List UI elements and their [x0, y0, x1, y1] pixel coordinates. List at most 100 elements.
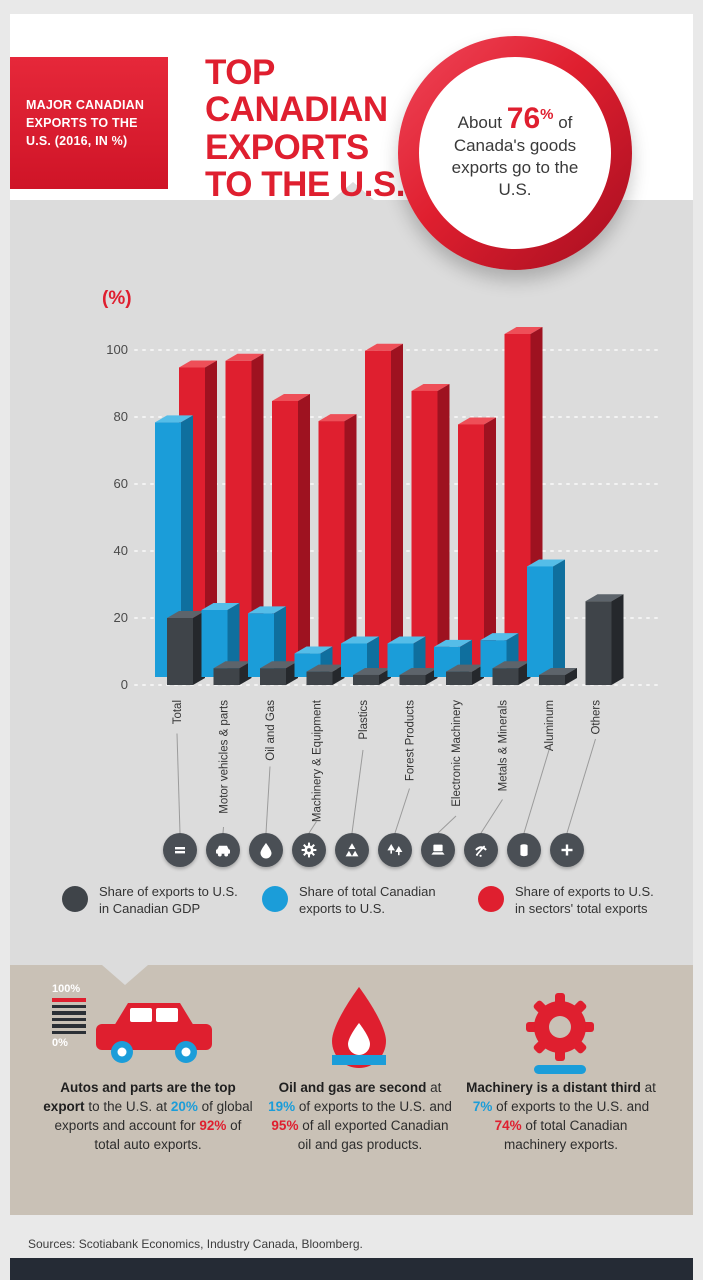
- bar-side: [205, 360, 217, 669]
- gear-icon: [292, 833, 326, 867]
- category-label: Oil and Gas: [265, 700, 277, 761]
- bar-top: [306, 664, 345, 672]
- stat-badge-circle: About 76% of Canada's goods exports go t…: [398, 36, 632, 270]
- legend-dot-blue: [262, 886, 288, 912]
- legend-dot-dark: [62, 886, 88, 912]
- category-label: Aluminum: [544, 700, 556, 751]
- bar-cluster-electronic-machinery: [434, 417, 496, 685]
- bar-top: [248, 606, 286, 614]
- ribbon-label: MAJOR CANADIAN EXPORTS TO THE U.S. (2016…: [26, 97, 145, 149]
- connector-line: [480, 799, 503, 834]
- band-notch-bottom: [102, 965, 148, 985]
- mini-scale-meter: 100% 0%: [52, 983, 86, 1049]
- bar-0-oil-and-gas: [260, 668, 286, 685]
- laptop-icon: [421, 833, 455, 867]
- bar-cluster-plastics: [341, 343, 403, 685]
- ribbon-banner: MAJOR CANADIAN EXPORTS TO THE U.S. (2016…: [10, 57, 168, 189]
- y-tick-label: 100: [106, 342, 128, 357]
- category-label: Motor vehicles & parts: [219, 700, 231, 814]
- bar-side: [611, 594, 624, 685]
- connector-line: [176, 733, 181, 834]
- bar-2-machinery-equipment: [318, 421, 345, 669]
- equals-icon: [163, 833, 197, 867]
- scale-top-label: 100%: [52, 983, 81, 995]
- bar-top: [387, 636, 426, 644]
- bar-side: [553, 559, 565, 677]
- category-label: Forest Products: [405, 700, 417, 781]
- category-label: Metals & Minerals: [498, 700, 510, 792]
- connector-line: [394, 788, 410, 834]
- bar-top: [225, 353, 264, 361]
- oil-drop-icon: [249, 833, 283, 867]
- scale-bar: [52, 1030, 86, 1034]
- bar-top: [504, 327, 543, 334]
- y-axis-unit-label: (%): [102, 288, 132, 309]
- y-tick-label: 60: [114, 476, 128, 491]
- bar-top: [365, 343, 403, 351]
- bar-cluster-forest-products: [387, 383, 450, 685]
- can-icon: [507, 833, 541, 867]
- bar-top: [527, 559, 565, 567]
- bar-top: [434, 639, 472, 647]
- band-notch-top: [332, 182, 374, 200]
- category-icons-row: [0, 833, 703, 867]
- sources-note: Sources: Scotiabank Economics, Industry …: [28, 1237, 363, 1251]
- scale-bar: [52, 1017, 86, 1021]
- legend-item-sector-share: Share of exports to U.S. in sectors' tot…: [478, 884, 654, 918]
- scale-bottom-label: 0%: [52, 1037, 68, 1049]
- legend-dot-red: [478, 886, 504, 912]
- bar-cluster-others: [585, 594, 624, 685]
- bar-side: [251, 353, 264, 669]
- stat-badge-text: About 76% of Canada's goods exports go t…: [451, 102, 579, 200]
- bar-0-machinery-equipment: [306, 671, 333, 685]
- category-label: Others: [591, 700, 603, 735]
- car-icon: [206, 833, 240, 867]
- bar-side: [227, 603, 240, 677]
- gear-icon: [512, 985, 608, 1082]
- scale-bar: [52, 1004, 86, 1008]
- exports-bar-chart: 0 20 40 60 80 100 Total Motor vehicles & parts O…: [106, 327, 663, 834]
- bar-2-forest-products: [411, 390, 438, 669]
- fact-oil-text: Oil and gas are second at 19% of exports…: [268, 1080, 452, 1153]
- connector-line: [222, 826, 224, 834]
- legend-label-exports-to-us: Share of total Canadian exports to U.S.: [299, 884, 436, 916]
- bar-2-electronic-machinery: [458, 424, 484, 669]
- fact-machinery-text: Machinery is a distant third at 7% of ex…: [466, 1080, 656, 1153]
- bar-side: [413, 636, 426, 677]
- plus-icon: [550, 833, 584, 867]
- bar-0-motor-vehicles-parts: [213, 668, 240, 685]
- bar-0-forest-products: [399, 674, 426, 685]
- bar-top: [411, 383, 450, 391]
- bar-side: [484, 417, 496, 669]
- oil-drop-icon: [324, 985, 394, 1082]
- forest-icon: [378, 833, 412, 867]
- bar-top: [585, 594, 624, 602]
- category-label: Machinery & Equipment: [312, 699, 324, 822]
- bar-top: [341, 636, 379, 644]
- pickaxe-icon: [464, 833, 498, 867]
- bar-top: [167, 611, 205, 618]
- bar-top: [201, 603, 240, 610]
- legend-label-gdp: Share of exports to U.S. in Canadian GDP: [99, 884, 238, 916]
- bar-cluster-oil-and-gas: [248, 394, 310, 685]
- bar-2-metals-minerals: [504, 334, 531, 669]
- connector-line: [265, 766, 271, 834]
- bar-top: [399, 667, 438, 675]
- bar-top: [539, 667, 577, 675]
- connector-line: [566, 738, 596, 834]
- bar-side: [391, 343, 403, 669]
- bar-top: [318, 414, 357, 422]
- bar-side: [298, 394, 310, 669]
- category-label: Electronic Machinery: [451, 700, 463, 807]
- connector-line: [523, 749, 550, 834]
- bar-top: [179, 360, 217, 368]
- category-label: Total: [172, 700, 184, 724]
- bar-top: [492, 661, 531, 669]
- chart-legend: Share of exports to U.S. in Canadian GDP…: [0, 884, 703, 936]
- y-tick-label: 40: [114, 543, 128, 558]
- bar-top: [213, 661, 252, 669]
- legend-item-exports-to-us: Share of total Canadian exports to U.S.: [262, 884, 436, 918]
- y-tick-label: 80: [114, 409, 128, 424]
- bar-2-plastics: [365, 350, 391, 669]
